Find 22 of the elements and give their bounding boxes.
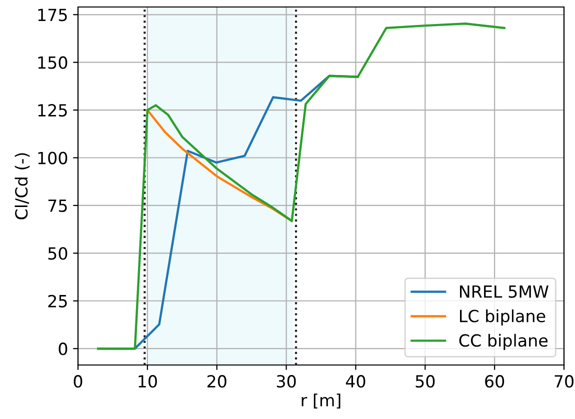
line-series (146, 108, 293, 222)
y-tick-label: 75 (48, 200, 67, 212)
y-tick-label: 50 (48, 247, 68, 260)
y-tick-label: 100 (38, 152, 68, 164)
x-tick-label: 50 (416, 375, 435, 388)
y-axis-title: Cl/Cd (-) (14, 153, 30, 220)
x-tick-label: 60 (485, 375, 504, 388)
legend-label: CC biplane (459, 334, 548, 350)
x-tick-label: 30 (276, 375, 296, 388)
y-tick-label: 0 (58, 342, 68, 356)
x-tick-label: 20 (207, 375, 226, 388)
y-tick-label: 25 (48, 294, 67, 308)
x-axis-title: r [m] (302, 394, 340, 408)
y-tick-label: 175 (38, 8, 67, 22)
y-tick-label: 150 (38, 56, 68, 69)
y-tick-label: 125 (38, 104, 67, 117)
legend-label: NREL 5MW (460, 285, 548, 298)
x-tick-label: 70 (554, 375, 574, 388)
x-tick-label: 10 (138, 375, 157, 388)
legend-label: LC biplane (460, 309, 546, 326)
x-tick-label: 40 (346, 375, 366, 388)
x-tick-label: 0 (74, 375, 82, 388)
